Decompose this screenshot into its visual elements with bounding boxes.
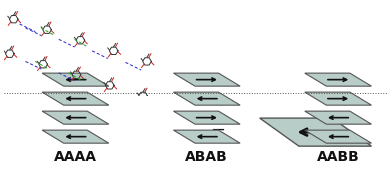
Polygon shape bbox=[173, 73, 240, 86]
Text: AAAA: AAAA bbox=[54, 150, 97, 164]
Polygon shape bbox=[260, 118, 372, 146]
Polygon shape bbox=[173, 130, 240, 143]
Polygon shape bbox=[42, 92, 109, 105]
Text: ABAB: ABAB bbox=[185, 150, 228, 164]
Text: AABB: AABB bbox=[317, 150, 359, 164]
Polygon shape bbox=[305, 111, 372, 124]
Polygon shape bbox=[42, 130, 109, 143]
Text: =: = bbox=[210, 123, 225, 141]
Polygon shape bbox=[305, 130, 372, 143]
Polygon shape bbox=[305, 73, 372, 86]
Polygon shape bbox=[173, 92, 240, 105]
Polygon shape bbox=[173, 111, 240, 124]
Polygon shape bbox=[42, 111, 109, 124]
Polygon shape bbox=[305, 92, 372, 105]
Polygon shape bbox=[42, 73, 109, 86]
